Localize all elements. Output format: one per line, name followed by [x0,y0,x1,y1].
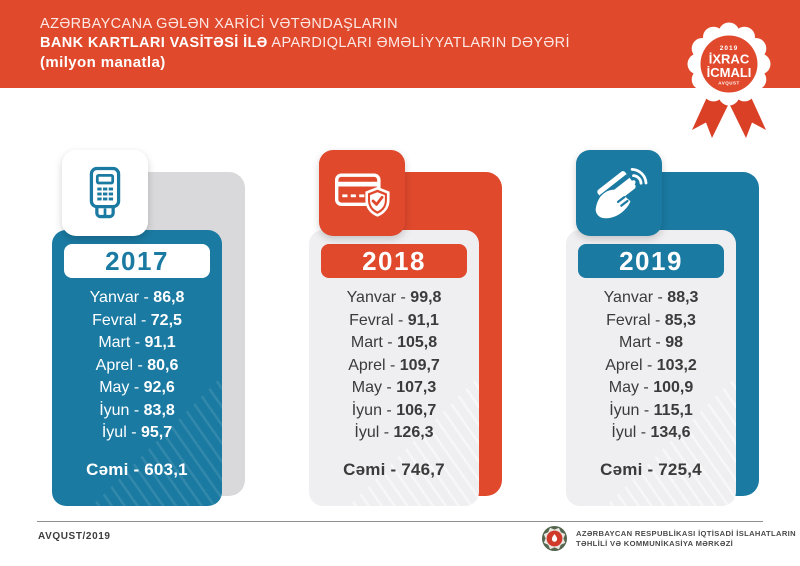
badge-title2: İCMALI [707,65,752,80]
year-label-2019: 2019 [578,244,724,278]
month-row: Aprel - 103,2 [605,356,697,374]
footer-org-line1: AZƏRBAYCAN RESPUBLİKASI İQTİSADİ İSLAHAT… [576,528,796,538]
month-row: İyun - 106,7 [351,401,437,419]
month-row: Yanvar - 99,8 [346,289,442,306]
header-line2-rest: APARDIQLARI ƏMƏLİYYATLARIN DƏYƏRİ [267,35,570,51]
month-row: İyul - 126,3 [354,424,434,441]
month-row: İyun - 83,8 [99,401,175,419]
month-row: Fevral - 91,1 [349,311,439,329]
year-card-body-2018: 2018 Yanvar - 99,8 Fevral - 91,1 Mart - … [309,230,479,506]
month-row: Yanvar - 88,3 [603,289,699,306]
year-card-body-2017: 2017 Yanvar - 86,8 Fevral - 72,5 Mart - … [52,230,222,506]
year-columns: 2017 Yanvar - 86,8 Fevral - 72,5 Mart - … [52,150,759,512]
month-row: May - 100,9 [608,379,694,396]
year-card-2019: 2019 Yanvar - 88,3 Fevral - 85,3 Mart - … [566,150,759,512]
card-icon-tile-2019 [576,150,662,236]
footer-org-line2: TƏHLİLİ VƏ KOMMUNİKASİYA MƏRKƏZİ [576,538,734,548]
month-row: İyul - 95,7 [101,424,173,441]
month-row: Aprel - 109,7 [348,356,440,374]
header-line2: BANK KARTLARI VASİTƏSİ İLƏ APARDIQLARI Ə… [40,34,800,53]
badge-title1: İXRAC [709,52,750,67]
month-row: Mart - 98 [618,334,683,351]
badge-inner-circle [700,35,758,93]
year-label-2018: 2018 [321,244,467,278]
contactless-payment-hand-icon [595,167,648,219]
footer-date: AVQUST/2019 [38,531,111,542]
month-rows-2018: Yanvar - 99,8 Fevral - 91,1 Mart - 105,8… [309,287,479,445]
month-row: May - 107,3 [351,379,437,396]
year-card-2017: 2017 Yanvar - 86,8 Fevral - 72,5 Mart - … [52,150,245,512]
pos-terminal-icon [89,166,121,219]
total-row-2019: Cəmi - 725,4 [600,459,702,479]
month-row: Yanvar - 86,8 [89,289,185,306]
footer-divider [37,521,763,522]
header: AZƏRBAYCANA GƏLƏN XARİCİ VƏTƏNDAŞLARIN B… [0,0,800,88]
card-icon-tile-2017 [62,150,148,236]
month-row: May - 92,6 [99,379,175,396]
month-row: İyul - 134,6 [611,424,691,441]
month-row: Mart - 91,1 [98,334,176,351]
header-line1: AZƏRBAYCANA GƏLƏN XARİCİ VƏTƏNDAŞLARIN [40,16,398,32]
year-card-2018: 2018 Yanvar - 99,8 Fevral - 91,1 Mart - … [309,150,502,512]
month-row: Fevral - 85,3 [606,311,696,329]
badge-year: 2019 [720,45,738,52]
year-label-2017: 2017 [64,244,210,278]
month-rows-2019: Yanvar - 88,3 Fevral - 85,3 Mart - 98 Ap… [566,287,736,445]
header-line3: (milyon manatla) [40,54,166,71]
year-card-body-2019: 2019 Yanvar - 88,3 Fevral - 85,3 Mart - … [566,230,736,506]
state-emblem-icon [541,525,568,552]
header-line2-bold: BANK KARTLARI VASİTƏSİ İLƏ [40,35,268,51]
badge-month: AVQUST [718,81,739,86]
card-icon-tile-2018 [319,150,405,236]
total-row-2017: Cəmi - 603,1 [86,459,188,479]
total-row-2018: Cəmi - 746,7 [343,459,445,479]
credit-card-shield-icon [335,173,390,217]
footer-org: AZƏRBAYCAN RESPUBLİKASI İQTİSADİ İSLAHAT… [541,525,796,552]
month-rows-2017: Yanvar - 86,8 Fevral - 72,5 Mart - 91,1 … [52,287,222,445]
month-row: Fevral - 72,5 [92,311,182,329]
footer-org-name: AZƏRBAYCAN RESPUBLİKASI İQTİSADİ İSLAHAT… [576,529,796,549]
month-row: İyun - 115,1 [609,401,693,419]
ixrac-icmali-badge: 2019 İXRAC İCMALI AVQUST [687,22,771,138]
month-row: Aprel - 80,6 [95,356,179,374]
month-row: Mart - 105,8 [350,334,438,351]
